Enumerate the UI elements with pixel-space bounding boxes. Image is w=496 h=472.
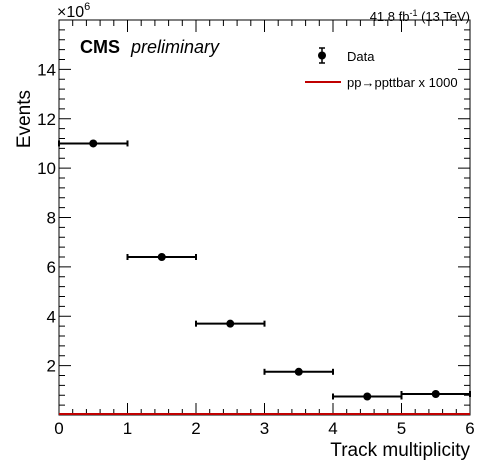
y-tick-label: 4 — [47, 307, 56, 326]
legend-label-signal: pp→ppttbar x 1000 — [347, 75, 458, 90]
data-point-marker — [363, 392, 372, 401]
y-tick-label: 14 — [37, 60, 56, 79]
legend: Data pp→ppttbar x 1000 — [305, 47, 458, 90]
data-point-marker — [226, 319, 235, 328]
data-point — [58, 139, 129, 148]
x-tick-label: 5 — [397, 419, 406, 438]
legend-marker-data — [318, 47, 326, 64]
preliminary-label: preliminary — [130, 37, 220, 57]
x-axis-label: Track multiplicity — [330, 440, 470, 461]
y-tick-label: 12 — [37, 110, 56, 129]
x-tick-label: 1 — [123, 419, 132, 438]
x-tick-label: 2 — [191, 419, 200, 438]
data-point-marker — [431, 390, 440, 399]
legend-label-data: Data — [347, 49, 375, 64]
lumi-label: 41.8 fb-1 (13 TeV) — [370, 8, 470, 24]
data-point — [263, 367, 334, 376]
data-point-marker — [294, 367, 303, 376]
y-tick-label: 10 — [37, 159, 56, 178]
data-point — [400, 390, 471, 399]
data-point — [195, 319, 266, 328]
data-point-marker — [157, 253, 166, 261]
y-tick-label: 6 — [47, 258, 56, 277]
series-layer — [58, 139, 471, 415]
data-point — [332, 392, 403, 401]
x-tick-label: 0 — [54, 419, 63, 438]
cms-label: CMS — [80, 37, 120, 57]
x-tick-label: 4 — [328, 419, 337, 438]
y-axis-ticks: 2 4 6 8 10 12 14 — [37, 19, 470, 416]
y-axis-label: Events — [14, 90, 35, 148]
y-tick-label: 2 — [47, 357, 56, 376]
y-exponent: ×106 — [57, 1, 90, 21]
y-tick-label: 8 — [47, 209, 56, 228]
x-tick-label: 6 — [465, 419, 474, 438]
data-point-marker — [89, 139, 98, 148]
x-tick-label: 3 — [260, 419, 269, 438]
data-point — [126, 253, 197, 261]
